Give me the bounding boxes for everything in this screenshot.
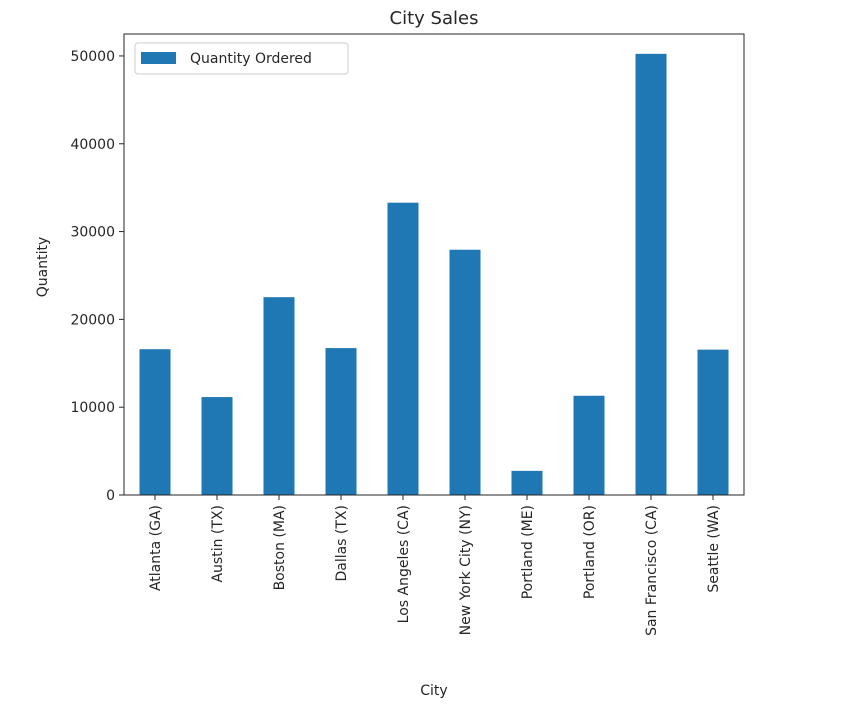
x-tick-label-2: Boston (MA) <box>272 505 288 590</box>
legend-label: Quantity Ordered <box>190 51 312 67</box>
y-tick-label-3: 30000 <box>70 225 115 241</box>
y-tick-label-0: 0 <box>106 488 115 504</box>
bar-3 <box>325 348 357 495</box>
bar-2 <box>263 297 295 495</box>
x-tick-label-7: Portland (OR) <box>582 505 598 599</box>
bar-8 <box>635 53 667 496</box>
x-tick-label-0: Atlanta (GA) <box>148 505 164 591</box>
x-tick-label-6: Portland (ME) <box>520 505 536 599</box>
y-tick-label-2: 20000 <box>70 312 115 328</box>
x-axis-label: City <box>420 683 447 699</box>
x-tick-label-9: Seattle (WA) <box>706 505 722 593</box>
y-tick-label-4: 40000 <box>70 137 115 153</box>
bar-6 <box>511 470 543 495</box>
bar-7 <box>573 395 605 495</box>
y-tick-label-5: 50000 <box>70 49 115 65</box>
x-tick-label-5: New York City (NY) <box>458 505 474 635</box>
bar-1 <box>201 397 233 495</box>
bar-9 <box>697 349 729 495</box>
x-tick-label-3: Dallas (TX) <box>334 505 350 582</box>
x-tick-label-1: Austin (TX) <box>210 505 226 583</box>
axes-frame <box>123 33 745 496</box>
bar-5 <box>449 249 481 495</box>
y-tick-label-1: 10000 <box>70 400 115 416</box>
x-tick-label-4: Los Angeles (CA) <box>396 505 412 623</box>
legend-swatch <box>141 52 176 64</box>
x-tick-label-8: San Francisco (CA) <box>644 505 660 636</box>
chart-title: City Sales <box>390 8 479 29</box>
y-axis-label: Quantity <box>35 237 51 298</box>
bar-0 <box>139 349 171 495</box>
bar-4 <box>387 202 419 496</box>
legend-frame <box>134 42 349 75</box>
plot-area: 0 10000 20000 30000 40000 50000 Atlanta (GA) Au… <box>70 33 745 636</box>
legend: Quantity Ordered <box>134 42 349 75</box>
